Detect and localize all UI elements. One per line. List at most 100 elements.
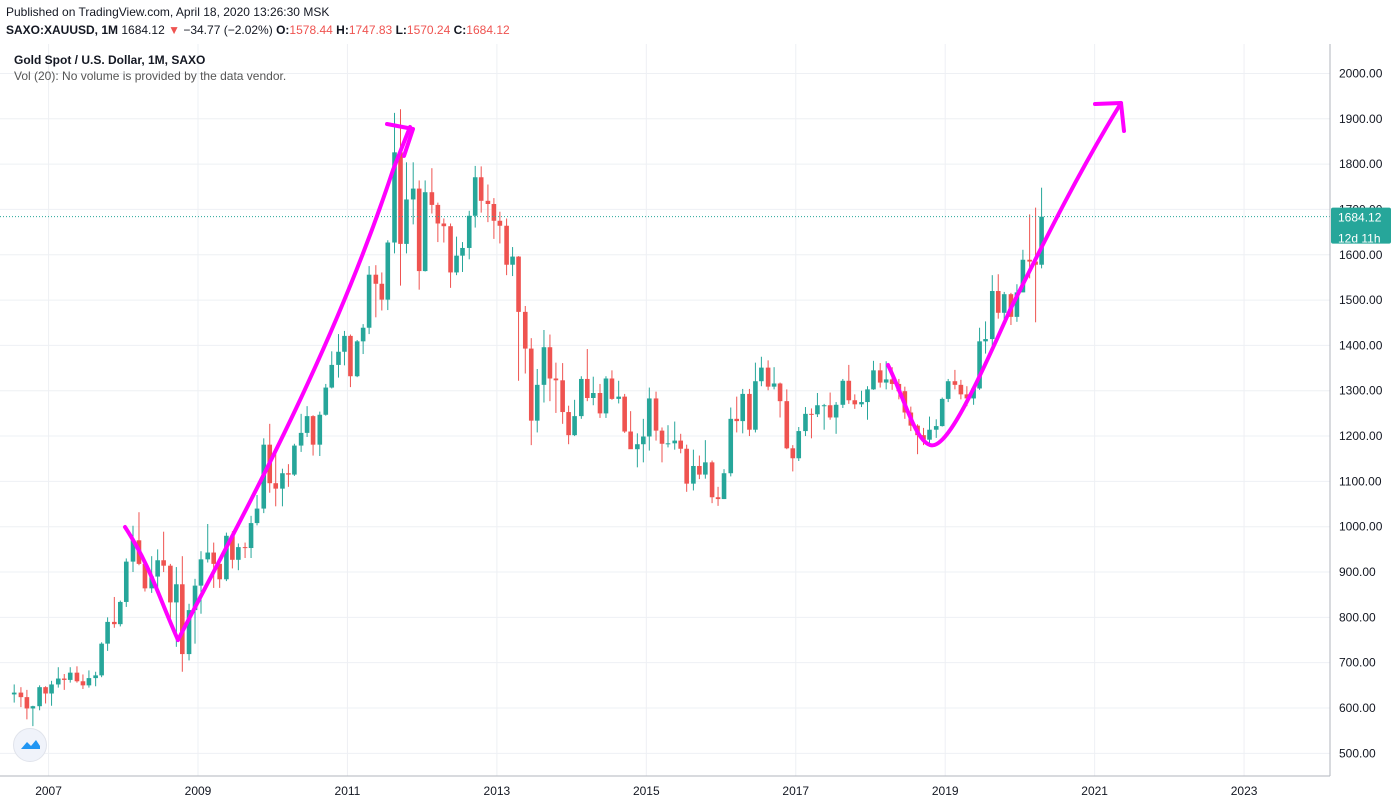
candle	[684, 444, 689, 492]
candle-body	[304, 416, 310, 433]
candle-body	[366, 274, 372, 328]
price-tick-label: 1100.00	[1339, 474, 1382, 488]
badge-price: 1684.12	[1338, 211, 1382, 225]
candle	[989, 275, 995, 346]
candle	[354, 339, 360, 378]
price-tick-label: 1000.00	[1339, 520, 1383, 534]
candle-body	[889, 379, 895, 384]
candle	[112, 596, 117, 628]
candle-body	[61, 678, 67, 680]
candle-body	[292, 445, 297, 475]
candle-body	[286, 473, 291, 475]
published-caption: Published on TradingView.com, April 18, …	[6, 5, 330, 19]
candle-body	[192, 585, 198, 611]
candle	[628, 411, 633, 450]
candle-body	[653, 398, 659, 431]
tradingview-logo-icon[interactable]	[13, 728, 47, 762]
candle-body	[647, 398, 652, 437]
candle	[859, 390, 864, 408]
candle-body	[236, 547, 241, 560]
candle-body	[590, 393, 596, 398]
candle	[504, 218, 509, 276]
candle	[528, 338, 534, 446]
candle	[80, 674, 86, 689]
candle	[597, 383, 603, 418]
candle	[155, 549, 160, 588]
candle	[945, 378, 951, 403]
candle	[510, 247, 515, 277]
candle-body	[460, 247, 465, 256]
candle	[566, 405, 571, 445]
candle-body	[448, 226, 453, 273]
candle-body	[142, 563, 148, 589]
candle-body	[317, 414, 323, 445]
candle-body	[877, 370, 883, 383]
candle	[74, 666, 80, 683]
candle	[416, 180, 422, 290]
candle	[105, 617, 110, 651]
candle	[728, 407, 734, 477]
candle-body	[510, 256, 515, 265]
candle-body	[198, 559, 204, 586]
candle	[410, 162, 416, 225]
candle	[821, 403, 827, 430]
price-tick-label: 1200.00	[1339, 429, 1383, 443]
candle-body	[454, 255, 459, 273]
candle	[721, 469, 727, 500]
candle	[37, 685, 42, 711]
candle	[709, 460, 715, 504]
candle-body	[55, 678, 61, 685]
candle-body	[852, 400, 858, 405]
candle	[534, 368, 540, 433]
candle	[653, 391, 659, 441]
price-tick-label: 1800.00	[1339, 157, 1383, 171]
candle-body	[821, 405, 827, 407]
candle	[348, 334, 353, 388]
candle	[572, 399, 577, 437]
annotation-target-arrow	[1093, 101, 1126, 133]
candle	[280, 468, 285, 507]
candle	[846, 364, 852, 404]
price-tick-label: 800.00	[1339, 610, 1376, 624]
candle	[211, 542, 216, 588]
candle	[759, 356, 764, 387]
candle	[784, 389, 790, 450]
candle-body	[553, 378, 559, 381]
price-tick-label: 900.00	[1339, 565, 1376, 579]
candle	[553, 362, 559, 413]
candle-body	[883, 379, 889, 383]
candle-body	[30, 706, 36, 709]
candle-body	[93, 675, 98, 679]
candle-body	[149, 576, 154, 589]
candle	[24, 689, 30, 720]
candle	[547, 334, 553, 402]
candle	[691, 449, 696, 491]
candle-body	[715, 497, 721, 500]
candle	[647, 387, 652, 451]
candle-body	[416, 188, 422, 272]
candle-body	[168, 565, 173, 603]
candle	[392, 112, 397, 254]
candle-body	[422, 192, 428, 272]
candle	[883, 361, 889, 390]
legend-title: Gold Spot / U.S. Dollar, 1M, SAXO	[14, 53, 206, 67]
candle	[933, 419, 939, 438]
candle-body	[672, 440, 678, 444]
candle-body	[933, 426, 939, 430]
candle	[205, 523, 211, 563]
candle-body	[18, 692, 24, 698]
candle	[871, 360, 876, 390]
candle-body	[117, 601, 123, 625]
candle-body	[977, 341, 982, 389]
candle-body	[541, 347, 547, 385]
time-axis: 2007 2009 2011 2013 2015 2017 2019 2021 2023	[35, 784, 1258, 798]
candle	[485, 184, 491, 223]
candle-body	[815, 405, 820, 415]
price-axis: 2000.001900.001800.001700.001600.001500.…	[1339, 66, 1383, 760]
candle	[404, 162, 409, 254]
candle	[130, 525, 136, 573]
candle	[310, 415, 316, 456]
candle	[678, 433, 683, 454]
candle	[317, 411, 323, 457]
